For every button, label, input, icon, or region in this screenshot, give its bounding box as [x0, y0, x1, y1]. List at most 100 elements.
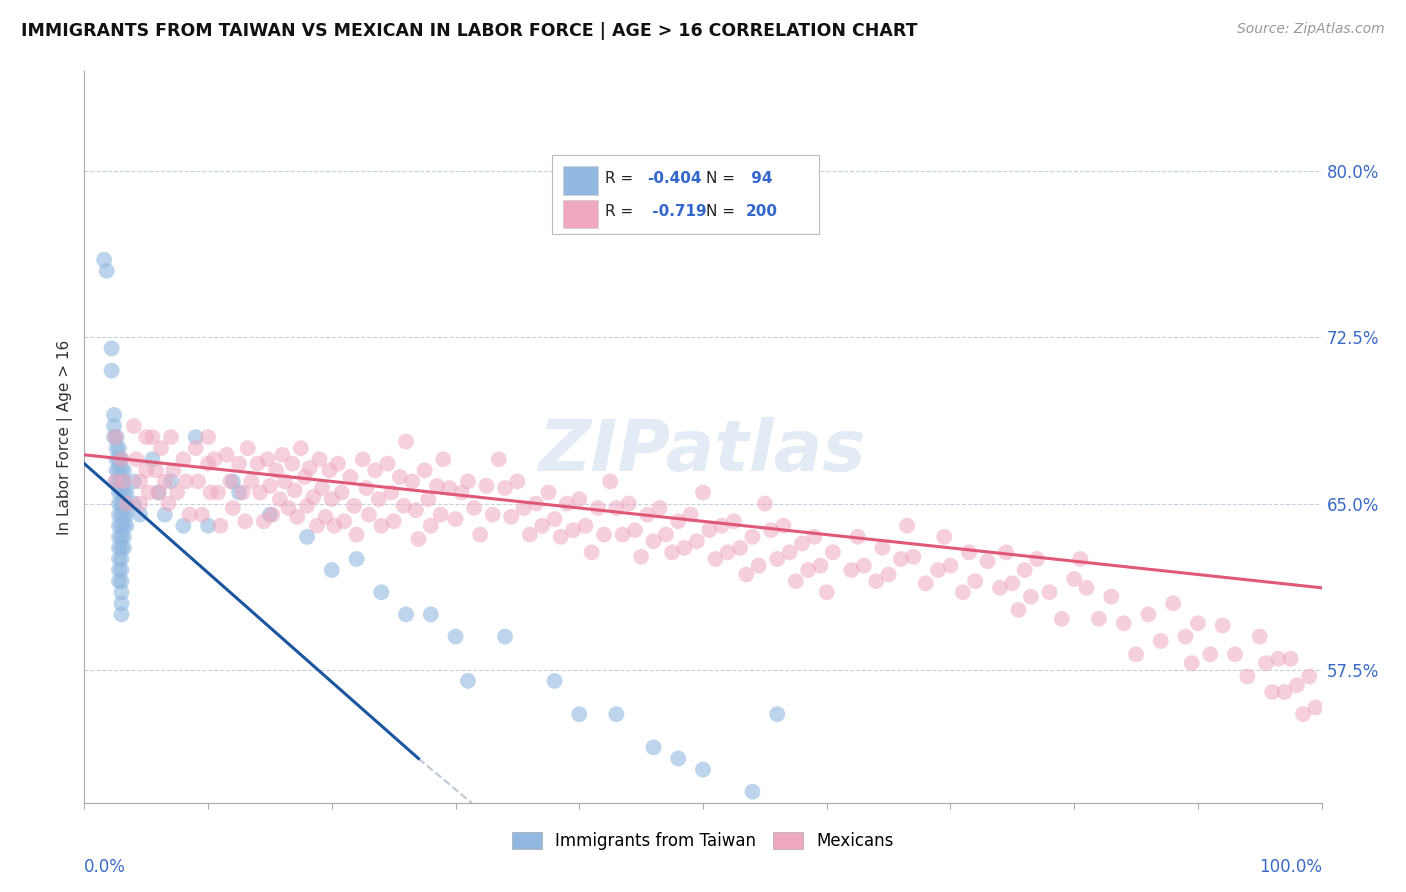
Point — [865, 574, 887, 589]
Point — [524, 497, 547, 511]
Point — [501, 509, 523, 524]
Point — [872, 541, 894, 555]
Point — [790, 536, 813, 550]
Point — [333, 514, 356, 528]
Point — [262, 508, 284, 522]
Text: R =: R = — [605, 204, 638, 219]
Point — [1019, 590, 1042, 604]
Point — [364, 463, 387, 477]
Point — [766, 552, 789, 566]
Legend: Immigrants from Taiwan, Mexicans: Immigrants from Taiwan, Mexicans — [506, 825, 900, 856]
Text: R =: R = — [605, 171, 638, 186]
Point — [1007, 603, 1029, 617]
Point — [122, 475, 145, 489]
Point — [568, 707, 591, 722]
Point — [1026, 552, 1049, 566]
Point — [153, 508, 176, 522]
Point — [108, 463, 131, 477]
Point — [318, 463, 340, 477]
Point — [1187, 616, 1209, 631]
Point — [129, 508, 152, 522]
Point — [408, 532, 430, 546]
Point — [197, 430, 219, 444]
Point — [679, 508, 702, 522]
Point — [93, 252, 115, 267]
Point — [810, 558, 832, 573]
Point — [298, 461, 321, 475]
Point — [1076, 581, 1098, 595]
Point — [470, 527, 492, 541]
Text: ZIPatlas: ZIPatlas — [540, 417, 866, 486]
Point — [1267, 651, 1289, 665]
Point — [110, 463, 132, 477]
Point — [115, 518, 138, 533]
Point — [1161, 596, 1184, 610]
Point — [741, 785, 763, 799]
Point — [110, 485, 132, 500]
Point — [96, 264, 118, 278]
Point — [108, 485, 131, 500]
Point — [145, 463, 167, 477]
Point — [105, 430, 128, 444]
Point — [1298, 669, 1320, 683]
Point — [617, 497, 640, 511]
Point — [110, 518, 132, 533]
Point — [367, 492, 389, 507]
Point — [457, 475, 479, 489]
Point — [555, 497, 578, 511]
Text: IMMIGRANTS FROM TAIWAN VS MEXICAN IN LABOR FORCE | AGE > 16 CORRELATION CHART: IMMIGRANTS FROM TAIWAN VS MEXICAN IN LAB… — [21, 22, 918, 40]
Text: 200: 200 — [745, 204, 778, 219]
Point — [444, 512, 467, 526]
Point — [103, 430, 125, 444]
Point — [599, 475, 621, 489]
Point — [108, 475, 131, 489]
Point — [160, 475, 183, 489]
Point — [692, 485, 714, 500]
Point — [321, 563, 343, 577]
Point — [605, 707, 627, 722]
Point — [939, 558, 962, 573]
Point — [1112, 616, 1135, 631]
Point — [104, 475, 127, 489]
Point — [574, 518, 596, 533]
Point — [110, 552, 132, 566]
Point — [104, 430, 127, 444]
Point — [741, 530, 763, 544]
Point — [766, 707, 789, 722]
Point — [841, 563, 863, 577]
Point — [122, 419, 145, 434]
Point — [815, 585, 838, 599]
Point — [233, 514, 256, 528]
Point — [1292, 707, 1315, 722]
Point — [166, 485, 188, 500]
Point — [444, 630, 467, 644]
Point — [405, 503, 427, 517]
Point — [779, 545, 801, 559]
Point — [370, 585, 392, 599]
Point — [112, 508, 135, 522]
Point — [112, 475, 135, 489]
Point — [581, 545, 603, 559]
Point — [264, 463, 287, 477]
Point — [110, 563, 132, 577]
Point — [1038, 585, 1060, 599]
Point — [323, 518, 346, 533]
Point — [219, 475, 242, 489]
Point — [108, 497, 131, 511]
Point — [1199, 648, 1222, 662]
Point — [692, 763, 714, 777]
Point — [1212, 618, 1234, 632]
Point — [160, 430, 183, 444]
Point — [112, 485, 135, 500]
Point — [284, 483, 307, 498]
Point — [122, 497, 145, 511]
Point — [108, 552, 131, 566]
Point — [343, 499, 366, 513]
Point — [988, 581, 1011, 595]
Point — [429, 508, 451, 522]
Point — [1254, 656, 1277, 670]
Point — [877, 567, 900, 582]
Point — [643, 740, 665, 755]
Point — [105, 475, 128, 489]
Point — [543, 673, 565, 688]
